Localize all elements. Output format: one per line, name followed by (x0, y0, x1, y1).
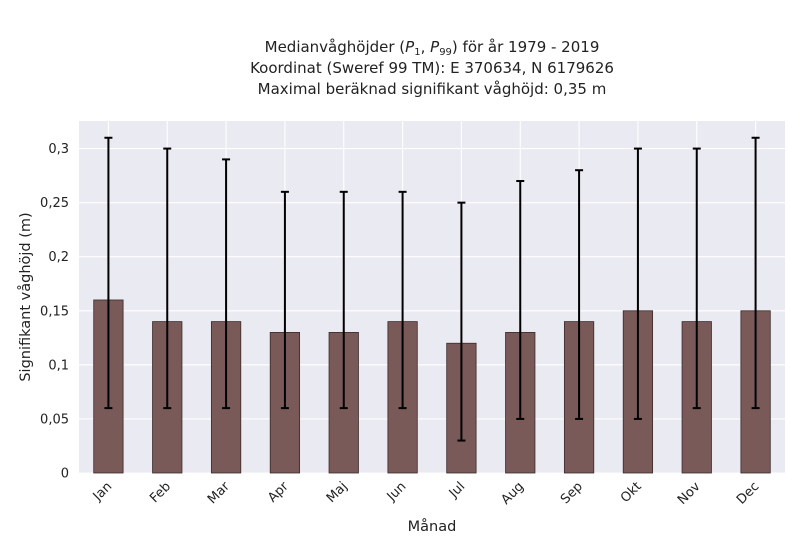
error-bar-jan (104, 136, 113, 410)
x-tick-label-nov: Nov (675, 479, 704, 508)
error-bar-sep (575, 169, 584, 420)
error-bar-dec (751, 136, 760, 410)
error-bar-maj (339, 190, 348, 410)
x-tick-label-okt: Okt (618, 479, 645, 506)
x-tick-label-aug: Aug (499, 479, 528, 508)
x-tick-label-mar: Mar (205, 479, 233, 507)
x-tick-label-feb: Feb (147, 479, 174, 506)
y-tick-label: 0,3 (48, 142, 69, 157)
error-bar-nov (692, 147, 701, 410)
x-tick-label-sep: Sep (558, 479, 586, 507)
error-bar-mar (222, 158, 231, 410)
y-tick-label: 0,1 (48, 358, 69, 373)
error-bar-apr (280, 190, 289, 410)
error-bar-okt (633, 147, 642, 420)
error-bars (104, 136, 760, 442)
title-line-1: Medianvåghöjder (P1, P99) för år 1979 - … (265, 38, 600, 58)
y-axis-ticks: 0 0,05 0,1 0,15 0,2 0,25 0,3 (40, 142, 69, 481)
y-tick-label: 0,25 (40, 196, 69, 211)
x-tick-label-maj: Maj (324, 479, 351, 506)
y-tick-label: 0 (61, 467, 69, 482)
x-tick-label-jun: Jun (384, 479, 410, 505)
error-bar-jun (398, 190, 407, 410)
title-line-2: Koordinat (Sweref 99 TM): E 370634, N 61… (250, 59, 614, 77)
x-tick-label-jan: Jan (90, 479, 115, 504)
x-tick-label-apr: Apr (265, 479, 292, 506)
chart-title: Medianvåghöjder (P1, P99) för år 1979 - … (250, 38, 614, 98)
error-bar-aug (516, 180, 525, 420)
x-axis-ticks: Jan Feb Mar Apr Maj Jun Jul Aug Sep Okt Nov Dec (90, 479, 763, 508)
error-bar-feb (163, 147, 172, 410)
x-tick-label-jul: Jul (446, 479, 468, 501)
y-tick-label: 0,05 (40, 412, 69, 427)
plot-area (79, 121, 785, 473)
error-bar-jul (457, 201, 466, 442)
x-tick-label-dec: Dec (734, 479, 762, 507)
title-line-3: Maximal beräknad signifikant våghöjd: 0,… (258, 80, 607, 98)
x-axis-label: Månad (408, 518, 457, 535)
y-tick-label: 0,15 (40, 304, 69, 319)
y-tick-label: 0,2 (48, 250, 69, 265)
y-axis-label: Signifikant våghöjd (m) (17, 212, 34, 381)
